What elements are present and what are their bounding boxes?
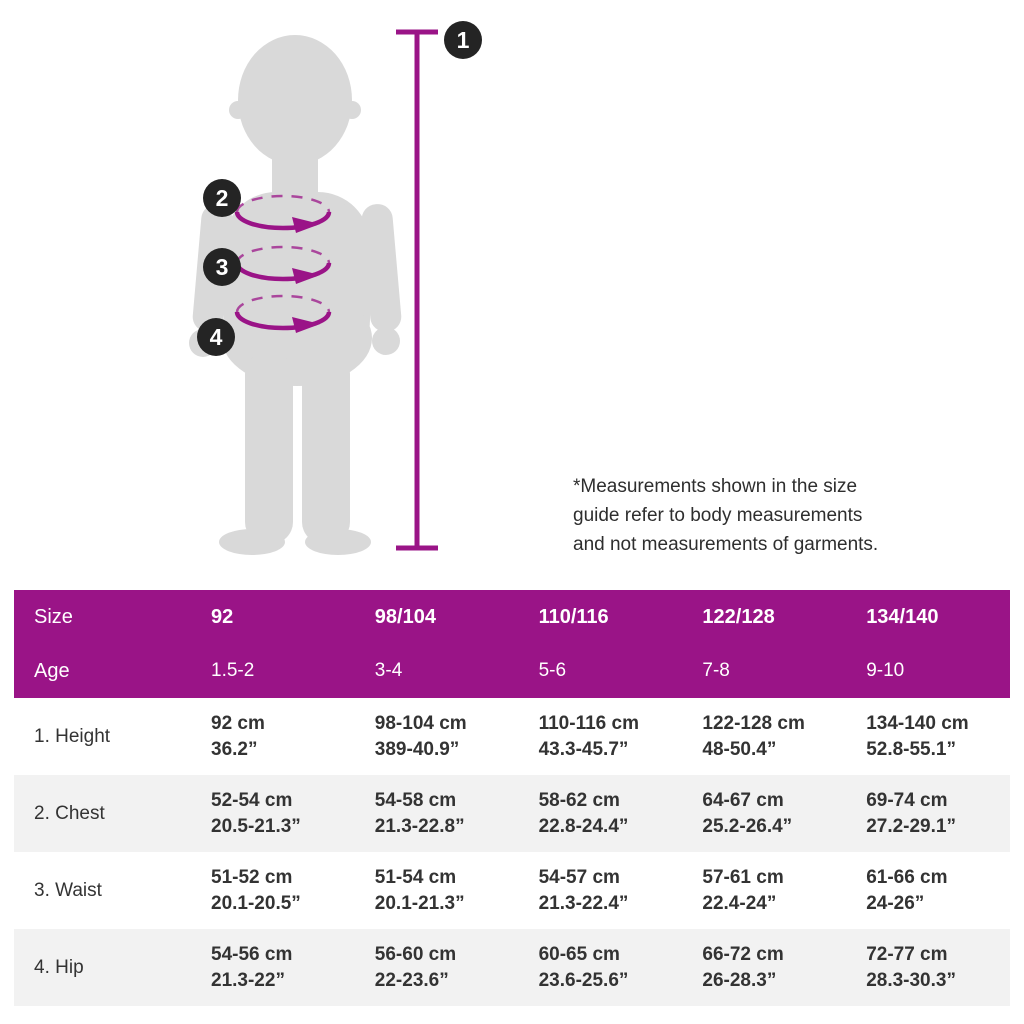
hip-size-134-140: 72-77 cm 28.3-30.3” <box>866 943 956 991</box>
age-col-4: 7-8 <box>702 660 730 681</box>
chest-size-110-116: 58-62 cm 22.8-24.4” <box>538 789 629 837</box>
size-table-header: Size 92 98/104 110/116 122/128 134/140 A… <box>14 590 1010 698</box>
measurement-note: *Measurements shown in the size guide re… <box>573 472 953 559</box>
age-col-3: 5-6 <box>538 660 567 681</box>
header-age-row: Age 1.5-2 3-4 5-6 7-8 9-10 <box>14 644 1010 698</box>
height-size-134-140: 134-140 cm 52.8-55.1” <box>866 712 969 760</box>
header-size-row: Size 92 98/104 110/116 122/128 134/140 <box>14 590 1010 644</box>
height-size-110-116: 110-116 cm 43.3-45.7” <box>538 712 639 760</box>
hip-size-92: 54-56 cm 21.3-22” <box>211 943 293 991</box>
height-size-122-128: 122-128 cm 48-50.4” <box>702 712 805 760</box>
size-col-1: 92 <box>211 605 234 628</box>
table-row-chest: 2. Chest 52-54 cm 20.5-21.3” 54-58 cm 21.3… <box>14 775 1010 852</box>
row-label-height: 1. Height <box>34 725 111 747</box>
size-col-5: 134/140 <box>866 605 939 628</box>
height-size-98-104: 98-104 cm 389-40.9” <box>374 712 467 760</box>
row-label-hip: 4. Hip <box>34 956 84 978</box>
waist-size-134-140: 61-66 cm 24-26” <box>866 866 948 914</box>
note-line-1: *Measurements shown in the size <box>573 476 858 497</box>
chest-size-98-104: 54-58 cm 21.3-22.8” <box>374 789 465 837</box>
chest-size-92: 52-54 cm 20.5-21.3” <box>211 789 301 837</box>
height-measure-line <box>396 29 438 551</box>
note-line-2: guide refer to body measurements <box>573 505 863 526</box>
waist-size-122-128: 57-61 cm 22.4-24” <box>702 866 784 914</box>
waist-marker-badge: 3 <box>203 248 241 286</box>
waist-size-92: 51-52 cm 20.1-20.5” <box>211 866 301 914</box>
size-col-4: 122/128 <box>702 605 775 628</box>
size-header-label: Size <box>34 605 73 628</box>
size-col-2: 98/104 <box>374 605 436 628</box>
chest-marker-badge: 2 <box>203 179 241 217</box>
size-table-body: 1. Height 92 cm 36.2” 98-104 cm 389-40.9” … <box>14 698 1010 1006</box>
table-row-waist: 3. Waist 51-52 cm 20.1-20.5” 51-54 cm 20.1… <box>14 852 1010 929</box>
chest-size-134-140: 69-74 cm 27.2-29.1” <box>866 789 956 837</box>
waist-size-110-116: 54-57 cm 21.3-22.4” <box>538 866 629 914</box>
age-col-1: 1.5-2 <box>211 660 255 681</box>
hip-marker-badge: 4 <box>197 318 235 356</box>
waist-size-98-104: 51-54 cm 20.1-21.3” <box>374 866 465 914</box>
size-table: Size 92 98/104 110/116 122/128 134/140 A… <box>14 590 1010 1006</box>
measurement-diagram: 1 2 3 4 *Measurements shown in the size … <box>189 21 953 559</box>
size-col-3: 110/116 <box>538 605 609 628</box>
row-label-waist: 3. Waist <box>34 879 102 901</box>
child-silhouette-graphic <box>189 29 438 555</box>
chest-measure-ellipse <box>234 194 332 233</box>
height-marker-badge: 1 <box>444 21 482 59</box>
row-label-chest: 2. Chest <box>34 802 105 824</box>
height-size-92: 92 cm 36.2” <box>211 712 265 760</box>
hip-size-110-116: 60-65 cm 23.6-25.6” <box>538 943 629 991</box>
age-col-5: 9-10 <box>866 660 905 681</box>
hip-size-98-104: 56-60 cm 22-23.6” <box>374 943 457 991</box>
table-row-height: 1. Height 92 cm 36.2” 98-104 cm 389-40.9” … <box>14 698 1010 775</box>
child-silhouette <box>189 35 402 555</box>
note-line-3: and not measurements of garments. <box>573 534 879 555</box>
hip-size-122-128: 66-72 cm 26-28.3” <box>702 943 784 991</box>
table-row-hip: 4. Hip 54-56 cm 21.3-22” 56-60 cm 22-23.6”… <box>14 929 1010 1006</box>
chest-size-122-128: 64-67 cm 25.2-26.4” <box>702 789 793 837</box>
age-header-label: Age <box>34 659 70 682</box>
age-col-2: 3-4 <box>374 660 403 681</box>
